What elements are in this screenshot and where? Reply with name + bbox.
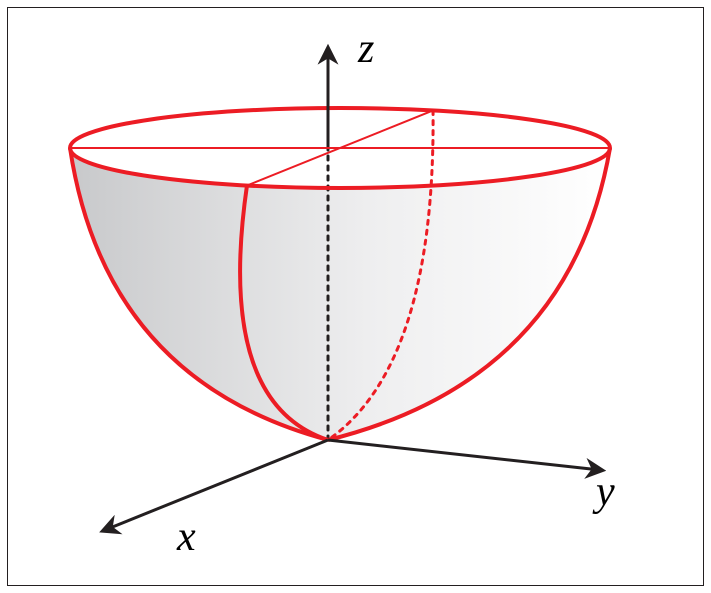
- rim-ellipse-back: [70, 108, 610, 148]
- paraboloid-surface: [70, 148, 610, 440]
- z-axis-label: z: [358, 25, 374, 73]
- y-axis: [328, 440, 600, 470]
- y-axis-label: y: [596, 468, 615, 516]
- x-axis-label: x: [177, 513, 196, 561]
- x-axis: [105, 440, 328, 530]
